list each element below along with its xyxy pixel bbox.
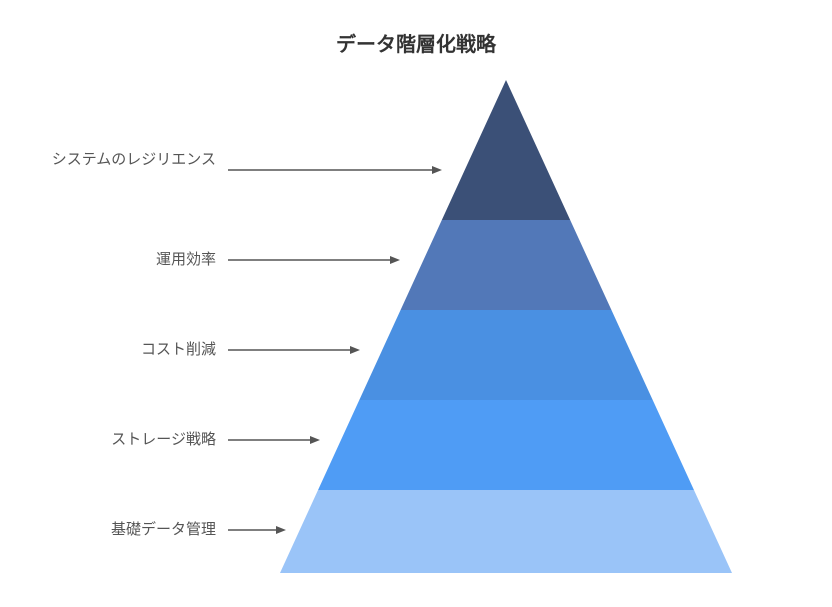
arrows-group bbox=[228, 166, 442, 534]
pyramid-layer-4 bbox=[280, 490, 732, 573]
diagram-canvas: データ階層化戦略 システムのレジリエンス運用効率コスト削減ストレージ戦略基礎デー… bbox=[0, 0, 832, 607]
pyramid-layer-0 bbox=[442, 80, 570, 220]
layer-label-2: コスト削減 bbox=[26, 340, 216, 360]
arrow-head-icon-3 bbox=[310, 436, 320, 444]
arrow-head-icon-2 bbox=[350, 346, 360, 354]
layer-label-0: システムのレジリエンス bbox=[26, 150, 216, 170]
diagram-title: データ階層化戦略 bbox=[0, 28, 832, 57]
diagram-svg bbox=[0, 0, 832, 607]
pyramid-group bbox=[280, 80, 732, 573]
arrow-head-icon-0 bbox=[432, 166, 442, 174]
layer-label-3: ストレージ戦略 bbox=[26, 430, 216, 450]
layer-label-1: 運用効率 bbox=[26, 250, 216, 270]
arrow-head-icon-1 bbox=[390, 256, 400, 264]
arrow-head-icon-4 bbox=[276, 526, 286, 534]
pyramid-layer-2 bbox=[359, 310, 652, 400]
layer-label-4: 基礎データ管理 bbox=[26, 520, 216, 540]
pyramid-layer-3 bbox=[318, 400, 694, 490]
pyramid-layer-1 bbox=[401, 220, 612, 310]
